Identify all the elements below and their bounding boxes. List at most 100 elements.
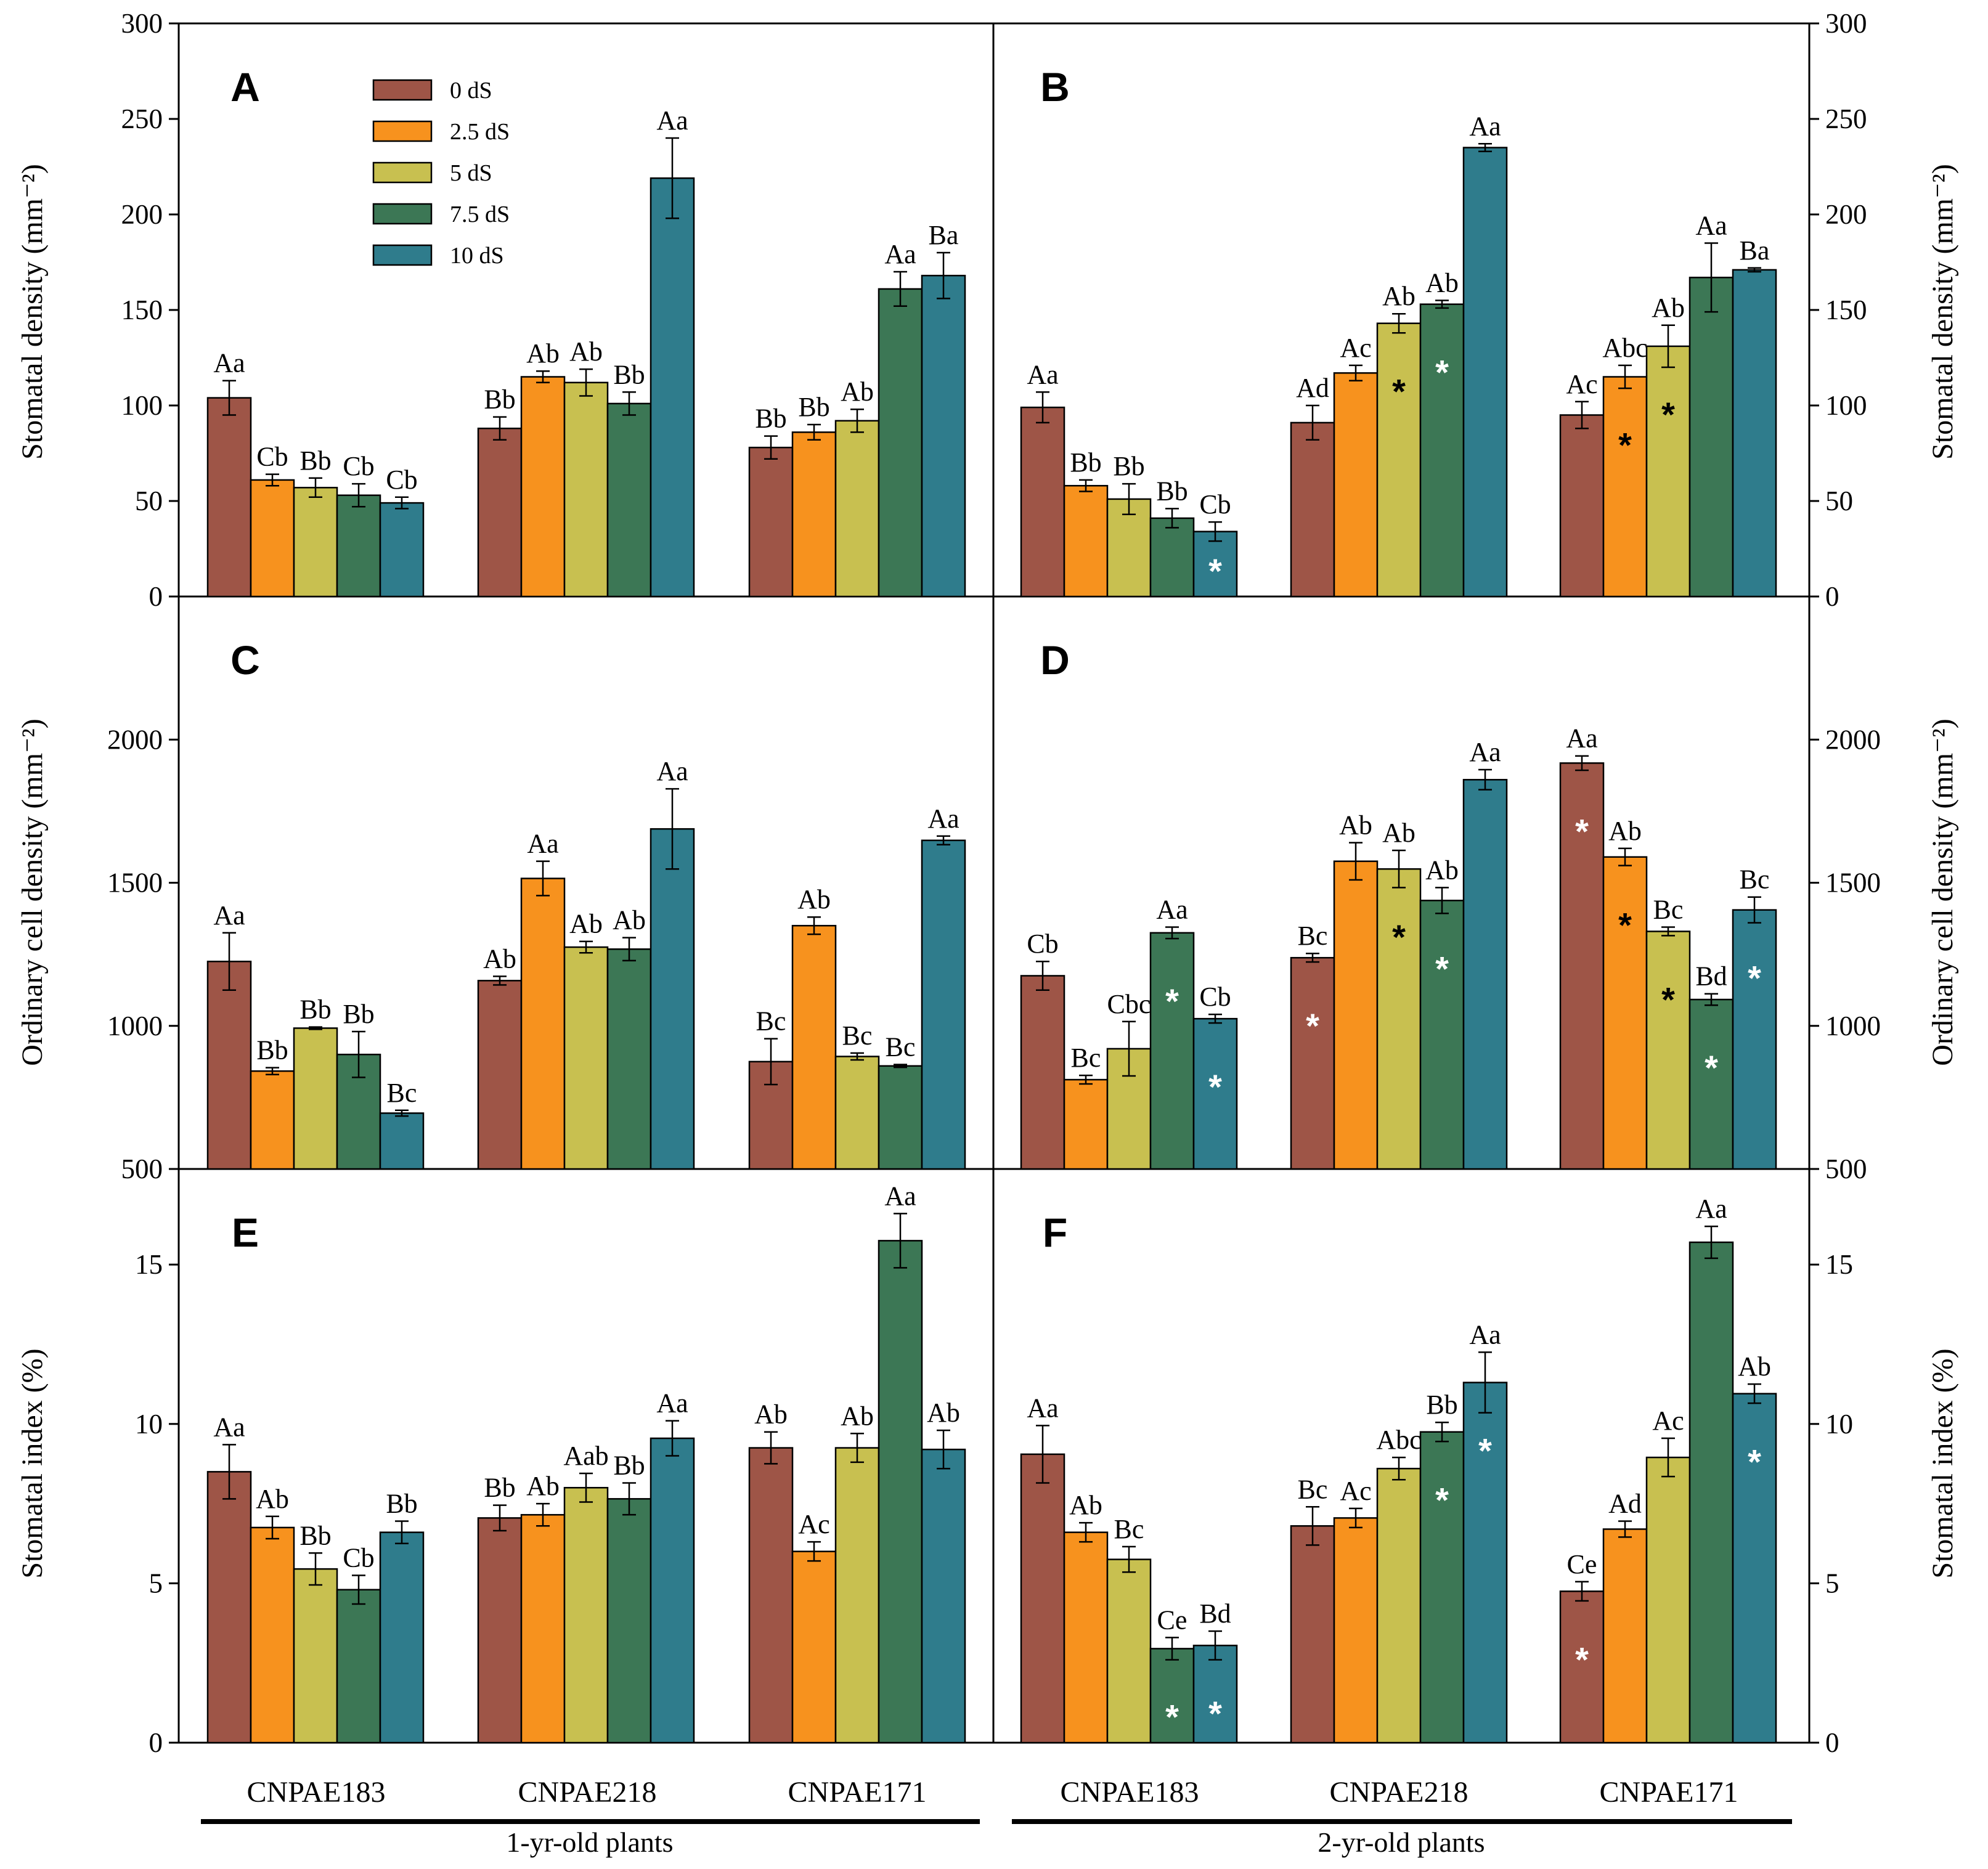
bar bbox=[520, 1513, 566, 1744]
panel-letter-B: B bbox=[1040, 64, 1070, 110]
bar bbox=[520, 877, 566, 1170]
y-tick-label: 50 bbox=[1825, 486, 1853, 516]
bar-letter-label: Ab bbox=[841, 1401, 874, 1431]
y-tick-label: 5 bbox=[1825, 1568, 1839, 1598]
bar bbox=[1290, 1525, 1335, 1744]
bar-letter-label: Bb bbox=[484, 1473, 515, 1503]
y-tick-label: 50 bbox=[135, 486, 163, 516]
bar-letter-label: Aa bbox=[1469, 1319, 1501, 1350]
y-tick-label: 300 bbox=[1825, 8, 1867, 39]
bar-letter-label: Ab bbox=[1339, 810, 1372, 840]
significance-star: * bbox=[1748, 959, 1761, 998]
bar bbox=[878, 1240, 923, 1744]
significance-star: * bbox=[1661, 395, 1675, 434]
significance-star: * bbox=[1208, 552, 1222, 590]
bar-letter-label: Ab bbox=[569, 909, 603, 939]
bar-letter-label: Ad bbox=[1608, 1489, 1642, 1519]
group-label-left-3: CNPAE171 bbox=[788, 1776, 927, 1809]
bar-letter-label: Bb bbox=[1070, 447, 1101, 478]
y-tick-label: 15 bbox=[135, 1249, 163, 1280]
y-tick-label: 150 bbox=[121, 295, 163, 325]
bar bbox=[650, 1437, 695, 1744]
panel-letter-E: E bbox=[232, 1210, 259, 1255]
bar-letter-label: Bc bbox=[1740, 865, 1770, 895]
bar-letter-label: Ac bbox=[1340, 333, 1371, 363]
bar bbox=[650, 177, 695, 598]
bar-letter-label: Aa bbox=[213, 1412, 245, 1442]
bar-letter-label: Bc bbox=[756, 1006, 786, 1036]
bar bbox=[206, 1471, 252, 1744]
bar-letter-label: Ab bbox=[483, 943, 516, 974]
bar bbox=[1732, 1393, 1777, 1744]
significance-star: * bbox=[1392, 372, 1406, 411]
bar-letter-label: Aa bbox=[656, 105, 688, 136]
panel-letter-D: D bbox=[1040, 637, 1070, 683]
legend-label: 10 dS bbox=[450, 243, 504, 269]
significance-star: * bbox=[1165, 1697, 1179, 1736]
panel-A: 0 50 100 150 200 250 300 A Aa Cb Bb Cb Cb Bb Ab Ab Bb Aa B… bbox=[121, 8, 966, 612]
bar-letter-label: Cb bbox=[1199, 982, 1231, 1012]
significance-star: * bbox=[1435, 949, 1449, 988]
bar-letter-label: Aa bbox=[884, 239, 916, 269]
group-label-right-2: CNPAE218 bbox=[1330, 1776, 1469, 1809]
bar-letter-label: Ab bbox=[1425, 268, 1459, 298]
bar bbox=[748, 446, 794, 598]
significance-star: * bbox=[1748, 1443, 1761, 1481]
bar-letter-label: Bc bbox=[1114, 1514, 1144, 1544]
significance-star: * bbox=[1618, 426, 1632, 465]
bar bbox=[650, 828, 695, 1170]
legend-label: 5 dS bbox=[450, 160, 492, 186]
bar-letter-label: Bc bbox=[842, 1020, 873, 1051]
bar-letter-label: Ab bbox=[754, 1399, 788, 1430]
bar-letter-label: Aa bbox=[1695, 1194, 1727, 1224]
y-tick-label: 100 bbox=[121, 390, 163, 421]
significance-star: * bbox=[1618, 906, 1632, 945]
bar bbox=[293, 1568, 338, 1744]
bar bbox=[563, 381, 609, 598]
bar-letter-label: Bb bbox=[613, 359, 645, 389]
significance-star: * bbox=[1478, 1431, 1492, 1470]
bar bbox=[379, 1531, 425, 1744]
bar bbox=[1106, 1558, 1152, 1744]
panel-letter-F: F bbox=[1043, 1210, 1067, 1255]
bar bbox=[834, 1447, 880, 1744]
bar-letter-label: Bb bbox=[1113, 451, 1144, 481]
bar bbox=[477, 980, 523, 1170]
bar bbox=[1333, 860, 1379, 1170]
panel-letter-C: C bbox=[230, 637, 260, 683]
bar-letter-label: Bb bbox=[613, 1450, 645, 1480]
legend-swatch bbox=[372, 203, 433, 225]
y-axis-label-stomatal-index-right: Stomatal index (%) bbox=[1926, 1348, 1959, 1578]
y-axis-label-ordinary-density-right: Ordinary cell density (mm⁻²) bbox=[1926, 719, 1959, 1066]
bar bbox=[563, 1486, 609, 1744]
bar bbox=[563, 946, 609, 1170]
bar bbox=[1149, 932, 1195, 1170]
bar-letter-label: Ab bbox=[526, 338, 560, 369]
bar-letter-label: Cb bbox=[343, 451, 374, 481]
bar-letter-label: Bc bbox=[1298, 1474, 1328, 1504]
group-label-left-2: CNPAE218 bbox=[518, 1776, 657, 1809]
bar-letter-label: Ac bbox=[798, 1509, 829, 1539]
significance-star: * bbox=[1306, 1006, 1319, 1045]
legend-swatch bbox=[372, 244, 433, 266]
bar-letter-label: Ab bbox=[1069, 1490, 1102, 1520]
bar-letter-label: Aa bbox=[527, 829, 558, 859]
bar-letter-label: Bd bbox=[1199, 1598, 1231, 1629]
legend-label: 0 dS bbox=[450, 78, 492, 104]
legend: 0 dS 2.5 dS 5 dS 7.5 dS 10 dS bbox=[372, 78, 510, 269]
y-tick-label: 1500 bbox=[107, 868, 163, 898]
bar bbox=[748, 1447, 794, 1744]
bar-letter-label: Ab bbox=[1652, 293, 1685, 323]
y-axis-label-stomatal-index-left: Stomatal index (%) bbox=[16, 1348, 49, 1578]
significance-star: * bbox=[1435, 353, 1449, 392]
bar-letter-label: Bb bbox=[1156, 476, 1188, 506]
y-tick-label: 2000 bbox=[1825, 724, 1881, 755]
bar-letter-label: Bc bbox=[1653, 894, 1684, 924]
age-label-2yr: 2-yr-old plants bbox=[1318, 1826, 1485, 1858]
legend-label: 7.5 dS bbox=[450, 202, 510, 227]
bar bbox=[1462, 1382, 1508, 1744]
bar-letter-label: Aab bbox=[563, 1441, 608, 1471]
bar-letter-label: Abc bbox=[1376, 1425, 1421, 1455]
